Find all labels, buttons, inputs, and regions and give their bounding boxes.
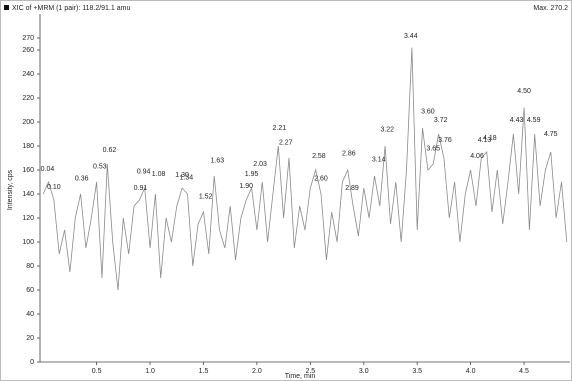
y-tick-label: 160 — [22, 167, 34, 174]
peak-label: 2.27 — [279, 140, 293, 147]
peak-label: 2.89 — [345, 185, 359, 192]
peak-label: 2.21 — [273, 125, 287, 132]
peak-label: 0.10 — [47, 184, 61, 191]
y-tick-label: 200 — [22, 119, 34, 126]
peak-label: 2.03 — [253, 161, 267, 168]
x-tick-label: 4.0 — [466, 368, 476, 375]
peak-label: 4.13 — [478, 137, 492, 144]
y-axis-label: Intensity, cps — [7, 169, 14, 210]
peak-label: 0.62 — [103, 147, 117, 154]
peak-label: 4.43 — [510, 117, 524, 124]
x-tick-label: 2.5 — [305, 368, 315, 375]
peak-label: 0.36 — [75, 176, 89, 183]
peak-label: 2.58 — [312, 153, 326, 160]
y-tick-label: 100 — [22, 239, 34, 246]
x-tick-label: 3.0 — [359, 368, 369, 375]
y-tick-label: 240 — [22, 71, 34, 78]
y-tick-label: 270 — [22, 35, 34, 42]
peak-label: 4.75 — [544, 131, 558, 138]
y-tick-label: 40 — [26, 311, 34, 318]
x-tick-label: 2.0 — [252, 368, 262, 375]
peak-label: 3.44 — [404, 33, 418, 40]
x-tick-label: 3.5 — [412, 368, 422, 375]
peak-label: 3.14 — [372, 156, 386, 163]
header-icon — [4, 5, 9, 10]
peak-label: 3.22 — [380, 126, 394, 133]
peak-label: 1.30 — [175, 172, 189, 179]
peak-label: 1.63 — [211, 158, 225, 165]
peak-label: 3.65 — [426, 146, 440, 153]
y-tick-label: 220 — [22, 95, 34, 102]
x-tick-label: 0.5 — [92, 368, 102, 375]
x-tick-label: 1.5 — [199, 368, 209, 375]
peak-label: 3.76 — [438, 137, 452, 144]
y-tick-label: 80 — [26, 263, 34, 270]
peak-label: 3.60 — [421, 108, 435, 115]
chart-title: XIC of +MRM (1 pair): 118.2/91.1 amu — [12, 5, 130, 12]
peak-label: 0.94 — [137, 168, 151, 175]
y-tick-label: 20 — [26, 335, 34, 342]
y-tick-label: 60 — [26, 287, 34, 294]
peak-label: 0.04 — [41, 166, 55, 173]
peak-label: 4.18 — [483, 135, 497, 142]
x-tick-label: 4.5 — [519, 368, 529, 375]
y-tick-label: 180 — [22, 143, 34, 150]
y-tick-label: 260 — [22, 47, 34, 54]
peak-label: 2.60 — [314, 176, 328, 183]
x-tick-label: 1.0 — [145, 368, 155, 375]
y-tick-label: 120 — [22, 215, 34, 222]
peak-label: 0.91 — [134, 185, 148, 192]
peak-label: 1.90 — [239, 183, 253, 190]
chart-subtitle: Max. 270.2 — [533, 5, 568, 12]
y-tick-label: 140 — [22, 191, 34, 198]
peak-label: 3.72 — [434, 117, 448, 124]
peak-label: 0.53 — [93, 164, 107, 171]
peak-label: 1.08 — [152, 171, 166, 178]
peak-label: 4.06 — [470, 153, 484, 160]
peak-label: 4.50 — [517, 88, 531, 95]
peak-label: 1.52 — [199, 194, 213, 201]
peak-label: 2.86 — [342, 150, 356, 157]
line-series — [42, 47, 568, 291]
peak-label: 4.59 — [527, 117, 541, 124]
peak-label: 1.34 — [180, 174, 194, 181]
peak-label: 1.95 — [245, 171, 259, 178]
x-axis-label: Time, min — [285, 373, 316, 380]
y-tick-label: 0 — [30, 359, 34, 366]
